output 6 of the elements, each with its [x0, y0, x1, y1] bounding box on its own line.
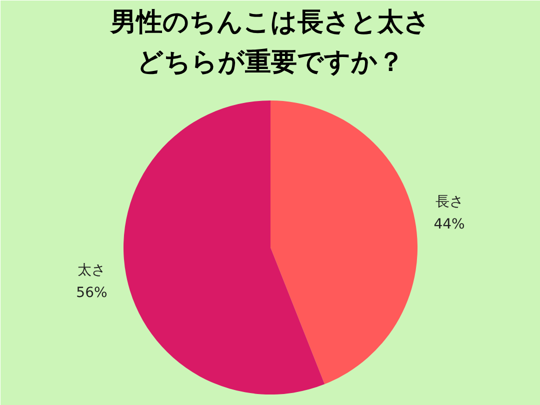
- slice-label: 長さ: [435, 194, 464, 210]
- data-label: 44%: [434, 216, 465, 233]
- slice-label: 太さ: [78, 262, 106, 278]
- chart-title: 男性のちんこは長さと太さ: [110, 8, 430, 38]
- chart-subtitle: どちらが重要ですか？: [137, 48, 404, 78]
- data-label: 56%: [76, 284, 108, 301]
